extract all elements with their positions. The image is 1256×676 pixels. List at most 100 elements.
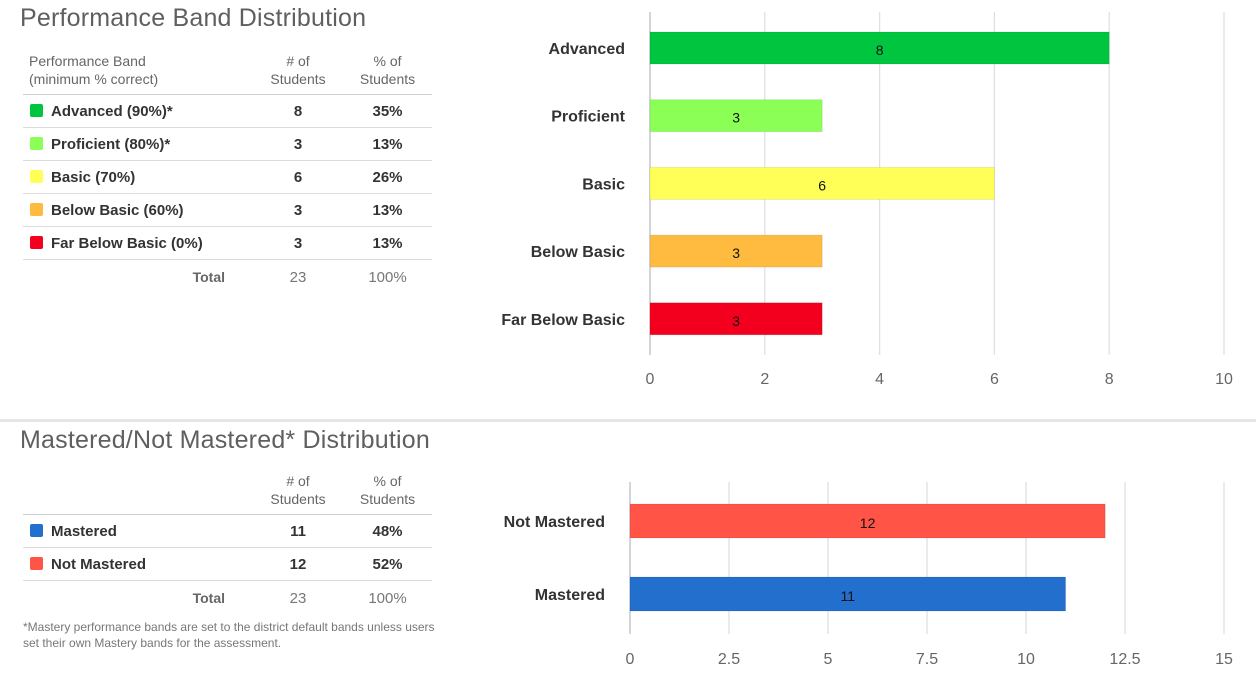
mm-x-tick-label: 7.5 <box>916 651 938 668</box>
pb-bar <box>649 99 823 133</box>
mm-bar <box>629 503 1106 539</box>
performance-band-table: Performance Band (minimum % correct) # o… <box>23 52 432 294</box>
mm-category-label: Not Mastered <box>504 514 605 531</box>
pb-data-label: 8 <box>876 42 884 58</box>
pct-header-line1: % of <box>373 473 402 489</box>
mm-x-tick-label: 5 <box>824 651 833 668</box>
student-percent: 52% <box>343 547 432 581</box>
mastery-bar-chart: 0 2.5 5 7.5 10 12.5 15 Not Mastered 12 Mastered 11 <box>504 482 1233 668</box>
mm-x-tick-label: 10 <box>1017 651 1035 668</box>
count-header-line2: Students <box>270 491 326 507</box>
pb-bar <box>649 166 995 200</box>
student-count: 3 <box>253 193 343 227</box>
count-column-header: # of Students <box>253 472 343 515</box>
student-percent: 13% <box>343 193 432 227</box>
pb-bar <box>649 31 1110 65</box>
pct-header-line1: % of <box>373 53 402 69</box>
mm-data-label: 11 <box>841 588 856 604</box>
student-percent: 48% <box>343 514 432 548</box>
pb-category-label: Advanced <box>549 41 625 58</box>
count-header-line1: # of <box>286 53 310 69</box>
band-color-swatch <box>30 103 43 117</box>
pb-data-label: 3 <box>732 110 740 126</box>
pb-x-tick-label: 8 <box>1105 371 1114 388</box>
mm-data-label: 12 <box>860 515 876 531</box>
pb-x-tick-label: 4 <box>875 371 884 388</box>
mastery-label: Not Mastered <box>51 555 147 573</box>
total-percent: 100% <box>368 589 407 607</box>
band-column-header: Performance Band (minimum % correct) <box>23 52 253 95</box>
band-label: Basic (70%) <box>51 168 136 186</box>
mm-x-tick-label: 0 <box>626 651 635 668</box>
mastery-label: Mastered <box>51 522 117 540</box>
table-row: Advanced (90%)* 8 35% <box>23 94 432 128</box>
band-color-swatch <box>30 169 43 183</box>
band-label: Below Basic (60%) <box>51 201 184 219</box>
mastery-color-swatch <box>30 523 43 537</box>
total-row: Total 23 100% <box>23 260 432 295</box>
pb-x-tick-label: 2 <box>760 371 769 388</box>
band-column-header <box>23 472 253 515</box>
performance-band-bar-chart: 0 2 4 6 8 10 Advanced 8 Proficient 3 Basic 6 Below B… <box>501 12 1233 388</box>
band-label: Far Below Basic (0%) <box>51 234 203 252</box>
band-color-swatch <box>30 202 43 216</box>
table-row: Mastered 11 48% <box>23 514 432 548</box>
student-percent: 35% <box>343 94 432 128</box>
pb-x-tick-label: 6 <box>990 371 999 388</box>
pct-column-header: % of Students <box>343 472 432 515</box>
pb-data-label: 3 <box>732 313 740 329</box>
student-count: 8 <box>253 94 343 128</box>
mm-x-tick-label: 2.5 <box>718 651 740 668</box>
table-row: Below Basic (60%) 3 13% <box>23 193 432 227</box>
pb-x-tick-label: 0 <box>646 371 655 388</box>
pb-category-label: Basic <box>582 176 625 193</box>
student-count: 3 <box>253 127 343 161</box>
total-percent: 100% <box>368 268 407 286</box>
student-count: 6 <box>253 160 343 194</box>
pb-bar <box>649 302 823 336</box>
pb-data-label: 6 <box>818 177 826 193</box>
mastery-footnote: *Mastery performance bands are set to th… <box>23 620 435 650</box>
pb-x-tick-label: 10 <box>1215 371 1233 388</box>
band-header-line2: (minimum % correct) <box>29 71 159 87</box>
band-header-line1: Performance Band <box>29 53 146 69</box>
section-divider <box>0 419 1256 422</box>
total-row: Total 23 100% <box>23 581 432 616</box>
count-column-header: # of Students <box>253 52 343 95</box>
student-percent: 13% <box>343 226 432 260</box>
total-label: Total <box>192 269 225 285</box>
mastery-color-swatch <box>30 556 43 570</box>
performance-band-title: Performance Band Distribution <box>20 4 367 32</box>
table-header-row: # of Students % of Students <box>23 472 432 515</box>
pct-column-header: % of Students <box>343 52 432 95</box>
band-color-swatch <box>30 235 43 249</box>
table-row: Basic (70%) 6 26% <box>23 160 432 194</box>
student-count: 11 <box>253 514 343 548</box>
pct-header-line2: Students <box>359 491 416 507</box>
count-header-line2: Students <box>270 71 326 87</box>
student-percent: 13% <box>343 127 432 161</box>
band-label: Proficient (80%)* <box>51 135 171 153</box>
student-count: 3 <box>253 226 343 260</box>
pb-category-label: Far Below Basic <box>501 312 625 329</box>
student-percent: 26% <box>343 160 432 194</box>
total-count: 23 <box>289 268 307 286</box>
total-label: Total <box>192 590 225 606</box>
mm-category-label: Mastered <box>535 587 605 604</box>
total-count: 23 <box>289 589 307 607</box>
pb-category-label: Proficient <box>551 109 625 126</box>
mastery-title: Mastered/Not Mastered* Distribution <box>20 426 430 454</box>
pb-data-label: 3 <box>732 245 740 261</box>
student-count: 12 <box>253 547 343 581</box>
table-row: Far Below Basic (0%) 3 13% <box>23 226 432 260</box>
band-color-swatch <box>30 136 43 150</box>
mm-bar <box>629 576 1067 612</box>
mm-x-tick-label: 15 <box>1215 651 1233 668</box>
count-header-line1: # of <box>286 473 310 489</box>
band-label: Advanced (90%)* <box>51 102 173 120</box>
mm-x-tick-label: 12.5 <box>1109 651 1140 668</box>
pb-bar <box>649 234 823 268</box>
table-row: Not Mastered 12 52% <box>23 547 432 581</box>
pb-category-label: Below Basic <box>531 244 625 261</box>
table-header-row: Performance Band (minimum % correct) # o… <box>23 52 432 95</box>
